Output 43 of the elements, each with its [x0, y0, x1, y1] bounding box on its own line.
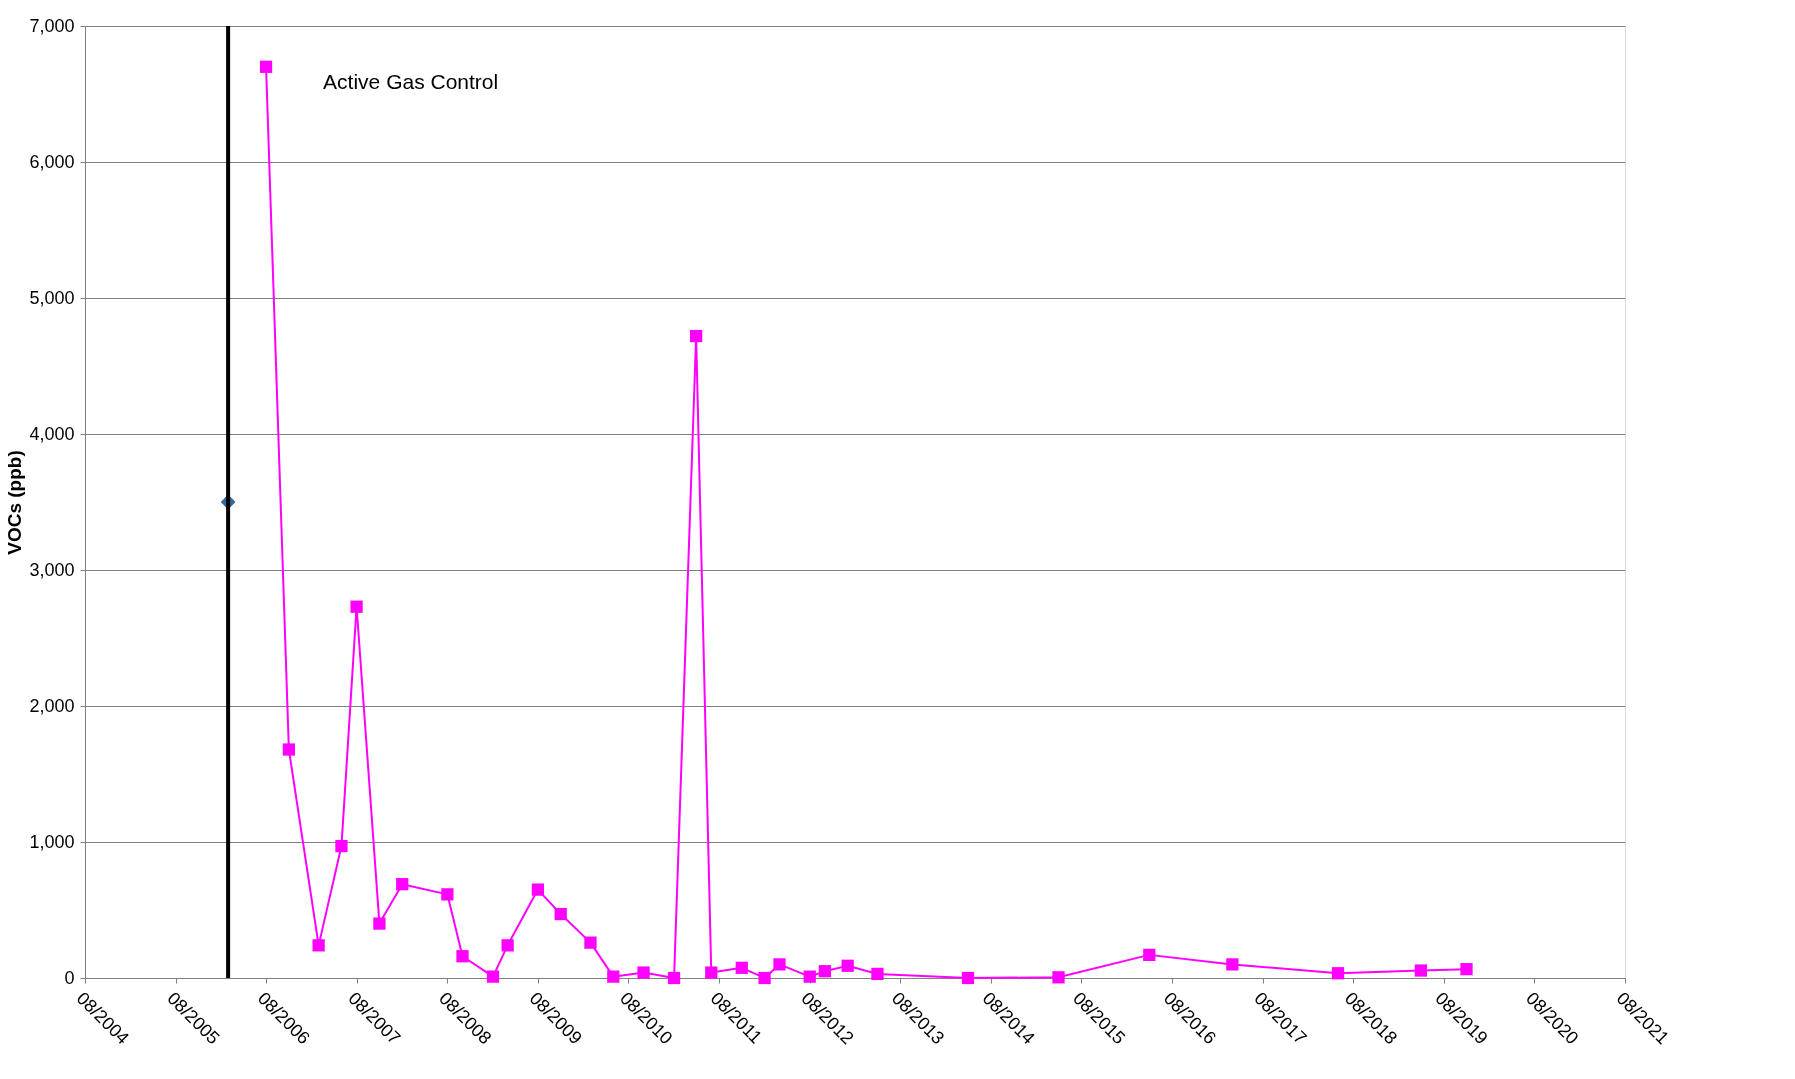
y-tick-label: 2,000 [29, 695, 75, 716]
point [690, 329, 703, 343]
point [282, 743, 295, 756]
point [441, 888, 454, 901]
point [1331, 967, 1345, 980]
y-tick-label: 4,000 [29, 423, 75, 444]
point [705, 966, 718, 979]
point [1414, 964, 1427, 977]
point [501, 939, 514, 952]
point [584, 936, 597, 949]
point [841, 959, 854, 972]
y-tick-label: 0 [64, 967, 75, 988]
point [773, 958, 786, 971]
ref-line-label: Active Gas Control [323, 70, 499, 93]
point [350, 600, 363, 613]
point [259, 60, 273, 73]
point [667, 971, 681, 985]
y-tick-label: 3,000 [29, 559, 75, 580]
point [335, 839, 348, 853]
point [961, 971, 975, 985]
point [396, 878, 409, 891]
y-tick-label: 7,000 [29, 15, 75, 36]
point [871, 967, 884, 981]
y-tick-label: 6,000 [29, 151, 75, 172]
point [1143, 948, 1156, 961]
point [486, 970, 500, 983]
point [818, 965, 831, 978]
point [554, 907, 567, 921]
point [803, 970, 816, 983]
point [1052, 971, 1065, 984]
point [637, 966, 650, 979]
point [607, 970, 620, 983]
y-axis-title: VOCs (ppb) [4, 450, 26, 555]
point [312, 939, 325, 952]
y-tick-label: 1,000 [29, 831, 75, 852]
y-tick-label: 5,000 [29, 287, 75, 308]
point [1460, 963, 1473, 976]
point [1226, 958, 1239, 971]
point [735, 961, 748, 974]
point [531, 883, 545, 896]
point [373, 917, 386, 930]
point [456, 950, 469, 963]
point [758, 971, 771, 985]
